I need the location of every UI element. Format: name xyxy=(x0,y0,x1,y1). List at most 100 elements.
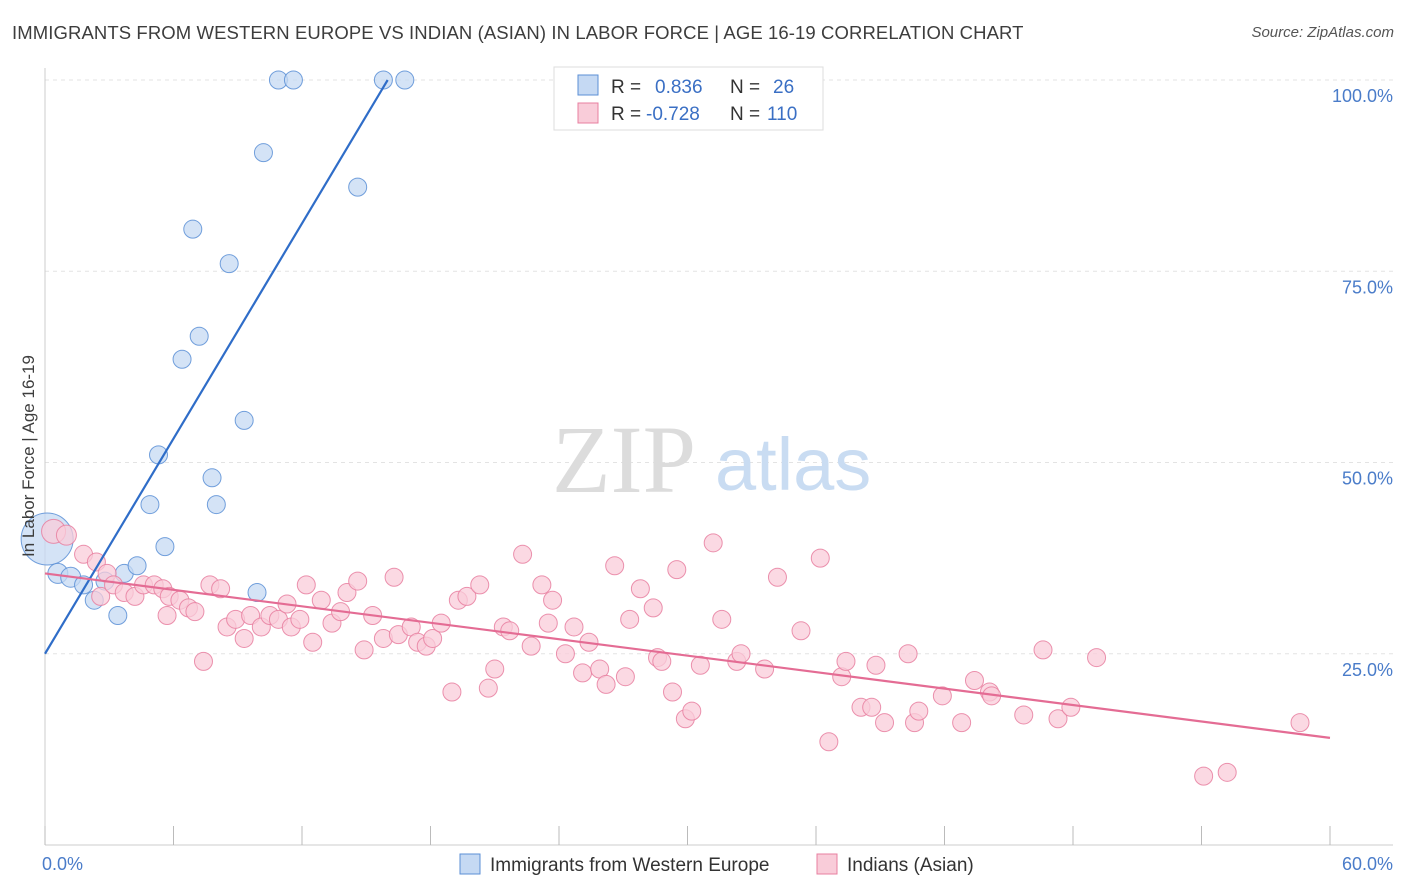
gridlines xyxy=(45,79,1393,655)
point-indian-60 xyxy=(555,644,575,664)
point-indian-86 xyxy=(819,732,839,752)
point-western-europe-8 xyxy=(127,556,147,576)
point-indian-50 xyxy=(470,575,490,595)
legend-r-label-1: R = xyxy=(611,77,641,98)
legend-r-value-2: -0.728 xyxy=(646,104,700,125)
point-indian-70 xyxy=(643,598,663,618)
chart-source: Source: ZipAtlas.com xyxy=(1251,24,1394,41)
point-indian-85 xyxy=(810,548,830,568)
point-indian-96 xyxy=(932,686,952,706)
point-western-europe-16 xyxy=(206,495,226,515)
watermark: ZIP atlas xyxy=(552,406,871,513)
point-indian-54 xyxy=(500,621,520,641)
point-indian-97 xyxy=(952,713,972,733)
point-indian-82 xyxy=(755,659,775,679)
point-indian-62 xyxy=(573,663,593,683)
point-western-europe-22 xyxy=(283,70,303,90)
point-indian-102 xyxy=(1033,640,1053,660)
y-tick-label-3: 100.0% xyxy=(1332,86,1393,106)
point-indian-40 xyxy=(384,567,404,587)
point-indian-31 xyxy=(303,632,323,652)
legend-n-label-2: N = xyxy=(730,104,760,125)
bottom-legend-label-blue: Immigrants from Western Europe xyxy=(490,855,769,876)
point-indian-16 xyxy=(185,602,205,622)
point-indian-69 xyxy=(630,579,650,599)
point-indian-61 xyxy=(564,617,584,637)
point-indian-4 xyxy=(91,586,111,606)
legend-swatch-blue xyxy=(577,74,599,96)
point-indian-83 xyxy=(767,567,787,587)
point-indian-81 xyxy=(731,644,751,664)
point-indian-29 xyxy=(290,609,310,629)
point-western-europe-6 xyxy=(108,606,128,625)
point-western-europe-13 xyxy=(183,219,203,239)
point-indian-76 xyxy=(682,701,702,721)
point-indian-36 xyxy=(348,571,368,591)
point-indian-66 xyxy=(605,556,625,576)
point-indian-68 xyxy=(620,609,640,629)
x-tick-label-0: 0.0% xyxy=(42,854,83,874)
point-indian-32 xyxy=(311,590,331,610)
bottom-legend-label-pink: Indians (Asian) xyxy=(847,855,974,876)
point-indian-22 xyxy=(234,628,254,648)
point-indian-104 xyxy=(1061,697,1081,717)
data-points xyxy=(20,70,1310,786)
legend-swatch-pink xyxy=(577,102,599,124)
trend-line-indian xyxy=(44,572,1331,739)
y-tick-label-0: 25.0% xyxy=(1342,660,1393,680)
point-indian-106 xyxy=(1194,766,1214,786)
x-tick-label-1: 60.0% xyxy=(1342,854,1393,874)
point-indian-107 xyxy=(1217,762,1237,782)
point-indian-84 xyxy=(791,621,811,641)
point-indian-49 xyxy=(457,586,477,606)
watermark-atlas: atlas xyxy=(715,423,871,506)
point-indian-72 xyxy=(652,651,672,671)
trend-line-western-europe xyxy=(44,79,389,655)
y-axis-label: In Labor Force | Age 16-19 xyxy=(19,355,38,557)
point-indian-47 xyxy=(442,682,462,702)
point-indian-108 xyxy=(1290,713,1310,733)
bottom-legend: Immigrants from Western Europe Indians (… xyxy=(459,853,974,876)
point-indian-74 xyxy=(663,682,683,702)
point-indian-91 xyxy=(866,655,886,675)
point-indian-79 xyxy=(712,609,732,629)
point-western-europe-23 xyxy=(348,177,368,197)
legend-box xyxy=(553,66,824,131)
y-tick-label-1: 50.0% xyxy=(1342,469,1393,489)
point-indian-90 xyxy=(862,697,882,717)
point-western-europe-12 xyxy=(172,349,192,369)
point-western-europe-11 xyxy=(155,537,175,557)
point-western-europe-18 xyxy=(234,410,254,430)
legend-n-value-1: 26 xyxy=(773,77,794,98)
point-indian-101 xyxy=(1014,705,1034,725)
point-western-europe-15 xyxy=(202,468,222,488)
point-indian-65 xyxy=(596,674,616,694)
point-indian-52 xyxy=(485,659,505,679)
point-indian-93 xyxy=(898,644,918,664)
legend-n-label-1: N = xyxy=(730,77,760,98)
point-indian-57 xyxy=(532,575,552,595)
legend-r-value-1: 0.836 xyxy=(655,77,703,98)
point-indian-51 xyxy=(478,678,498,698)
axes xyxy=(44,68,1393,846)
point-indian-67 xyxy=(615,667,635,687)
legend-n-value-2: 110 xyxy=(767,104,797,125)
point-western-europe-9 xyxy=(140,495,160,515)
point-indian-73 xyxy=(667,560,687,580)
point-indian-1 xyxy=(55,524,77,546)
point-indian-59 xyxy=(543,590,563,610)
bottom-legend-swatch-pink xyxy=(816,853,838,875)
point-western-europe-25 xyxy=(395,70,415,90)
point-indian-98 xyxy=(964,671,984,691)
bottom-legend-swatch-blue xyxy=(459,853,481,875)
point-indian-17 xyxy=(193,651,213,671)
point-indian-30 xyxy=(296,575,316,595)
point-indian-45 xyxy=(423,628,443,648)
point-indian-58 xyxy=(538,613,558,633)
point-indian-95 xyxy=(909,701,929,721)
watermark-zip: ZIP xyxy=(552,406,696,513)
chart-title: IMMIGRANTS FROM WESTERN EUROPE VS INDIAN… xyxy=(12,22,1024,43)
point-indian-13 xyxy=(157,606,177,625)
y-tick-labels: 25.0% 50.0% 75.0% 100.0% xyxy=(1332,86,1393,680)
